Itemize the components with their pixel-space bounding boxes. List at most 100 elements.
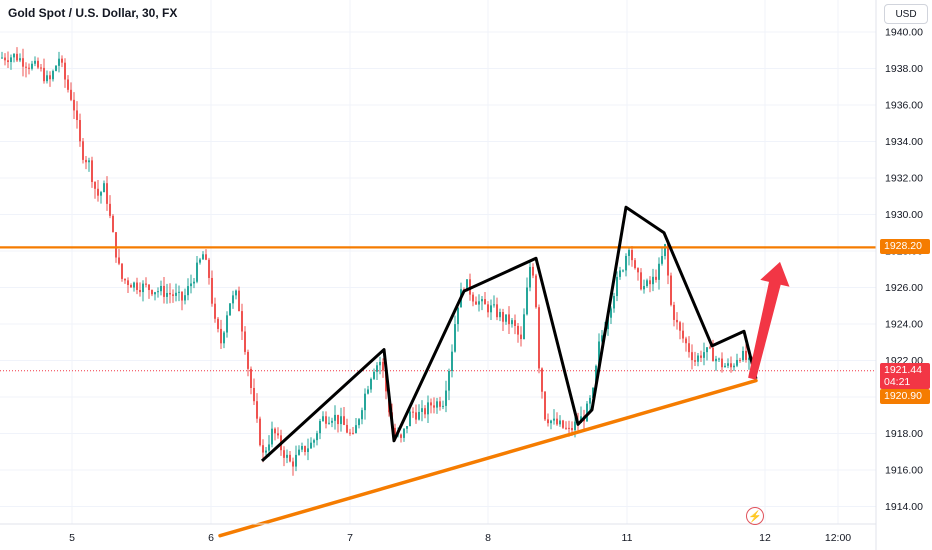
candle-body [400, 434, 402, 438]
chart-grid [0, 0, 876, 524]
candle-body [478, 301, 480, 305]
support-price-tag: 1920.90 [880, 389, 930, 404]
candle-body [625, 255, 627, 271]
x-tick-label: 11 [622, 532, 633, 544]
candle-body [220, 328, 222, 344]
candle-body [307, 448, 309, 452]
candle-body [292, 461, 294, 467]
forecast-up-arrow[interactable] [748, 261, 790, 380]
candle-body [559, 420, 561, 425]
candle-body [40, 67, 42, 69]
candle-body [676, 319, 678, 323]
pattern-polyline[interactable] [260, 205, 758, 462]
candle-body [691, 352, 693, 361]
candle-body [58, 58, 60, 66]
candle-body [97, 188, 99, 196]
y-tick-label: 1940.00 [885, 27, 923, 39]
candle-body [64, 62, 66, 80]
candle-body [403, 428, 405, 438]
candle-body [259, 418, 261, 446]
candle-body [412, 411, 414, 413]
candle-body [112, 215, 114, 233]
candle-body [355, 425, 357, 434]
candle-body [520, 334, 522, 340]
candle-body [643, 286, 645, 290]
candle-body [373, 371, 375, 379]
candle-body [19, 58, 21, 61]
candle-body [382, 361, 384, 371]
candle-body [265, 450, 267, 453]
candle-body [37, 60, 39, 68]
candle-body [430, 402, 432, 406]
candle-body [523, 314, 525, 340]
candle-body [421, 408, 423, 412]
candle-body [742, 350, 744, 361]
currency-button[interactable]: USD [884, 4, 928, 24]
candle-body [136, 282, 138, 290]
candle-body [712, 347, 714, 362]
candle-body [640, 272, 642, 290]
candle-body [529, 266, 531, 288]
candle-body [208, 259, 210, 278]
support-trendline[interactable] [218, 378, 758, 538]
candle-body [724, 365, 726, 368]
candlestick-series [1, 47, 753, 476]
candle-body [10, 57, 12, 63]
candle-body [277, 433, 279, 436]
resistance-price-tag: 1928.20 [880, 239, 930, 254]
candle-body [256, 401, 258, 419]
candle-body [490, 305, 492, 313]
candle-body [289, 454, 291, 462]
candle-body [109, 203, 111, 216]
candle-body [685, 338, 687, 344]
candle-body [160, 285, 162, 292]
lightning-bolt-icon[interactable]: ⚡ [746, 507, 764, 525]
candle-body [250, 368, 252, 388]
candle-body [226, 315, 228, 333]
candle-body [76, 110, 78, 121]
candle-body [85, 159, 87, 163]
candle-body [247, 351, 249, 369]
candle-body [652, 276, 654, 285]
candle-body [331, 420, 333, 423]
x-tick-label: 5 [69, 532, 75, 544]
candle-body [574, 421, 576, 431]
candle-body [481, 299, 483, 302]
candle-body [502, 311, 504, 322]
candle-body [16, 53, 18, 61]
candle-body [319, 420, 321, 434]
candle-body [262, 445, 264, 453]
candle-body [214, 303, 216, 319]
candle-body [598, 341, 600, 366]
candle-body [493, 304, 495, 306]
candle-body [547, 419, 549, 424]
candle-body [457, 307, 459, 325]
candle-body [535, 275, 537, 308]
candle-body [364, 393, 366, 411]
y-tick-label: 1930.00 [885, 209, 923, 221]
candle-body [283, 450, 285, 458]
candle-body [550, 420, 552, 424]
candle-body [499, 311, 501, 318]
candle-body [82, 141, 84, 160]
candle-body [568, 427, 570, 429]
x-tick-label: 8 [485, 532, 491, 544]
candle-body [184, 295, 186, 301]
candle-body [55, 65, 57, 71]
candle-body [22, 58, 24, 67]
candle-body [151, 290, 153, 295]
candle-body [745, 350, 747, 360]
candle-body [187, 286, 189, 296]
candle-body [148, 284, 150, 291]
candle-body [514, 320, 516, 326]
candle-body [217, 318, 219, 329]
candle-body [484, 299, 486, 305]
candle-body [43, 67, 45, 82]
candle-body [670, 275, 672, 305]
y-tick-label: 1926.00 [885, 282, 923, 294]
last-price-tag: 1921.44 04:21 [880, 363, 930, 389]
candle-body [517, 325, 519, 335]
candle-body [232, 295, 234, 304]
candle-body [73, 99, 75, 111]
